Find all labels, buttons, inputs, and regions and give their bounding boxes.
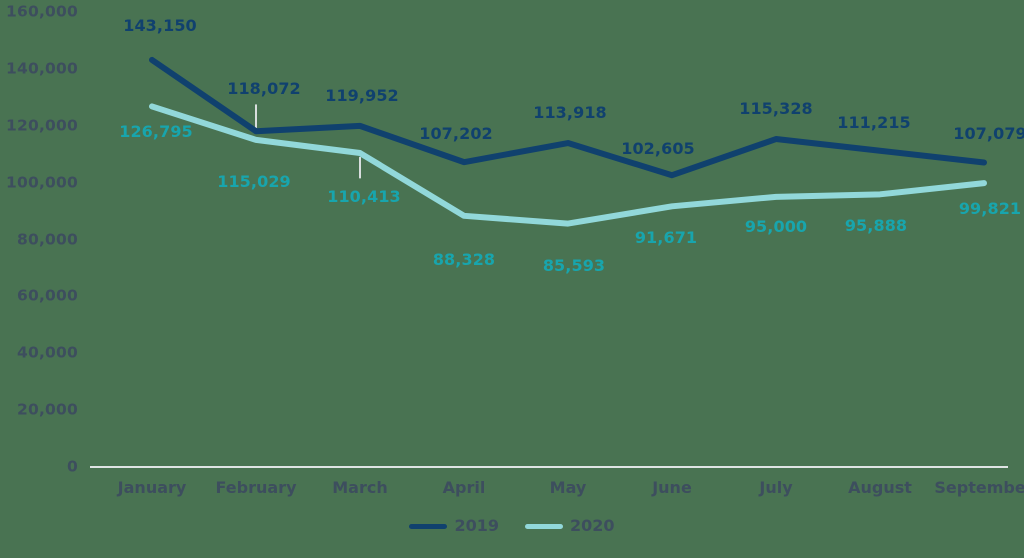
legend-label-2019: 2019 [454,516,499,535]
x-axis: January February March April May June July Augu… [90,478,1024,504]
data-label-2019: 118,072 [227,79,301,99]
x-axis-tick-label: July [759,478,793,497]
y-axis-tick-label: 120,000 [6,116,78,134]
y-axis-tick-label: 60,000 [16,286,78,305]
data-label-2020: 126,795 [119,122,193,142]
x-axis-tick-label: May [549,478,587,497]
legend-swatch-2020 [525,523,563,529]
y-axis-tick-label: 0 [67,457,78,476]
y-axis-tick-label: 140,000 [6,59,78,78]
data-label-2019: 107,079 [953,124,1024,144]
x-axis-tick-label: September [934,478,1024,497]
data-label-2020: 110,413 [327,187,401,206]
series-line-2019 [149,56,987,179]
y-axis-tick-label: 80,000 [16,229,78,248]
x-axis-tick-label: January [117,478,187,497]
y-axis: 160,000 140,000 120,000 100,000 80,000 60,000… [0,0,78,558]
legend-item-2020[interactable]: 2020 [525,518,615,534]
legend-label-2020: 2020 [570,516,615,535]
data-label-2019: 143,150 [123,15,197,35]
y-axis-tick-label: 100,000 [6,172,78,191]
data-label-2020: 95,888 [844,216,908,236]
data-label-2019: 119,952 [325,85,399,105]
y-axis-tick-label: 160,000 [6,2,78,21]
x-axis-tick-label: February [215,478,297,497]
data-label-2020: 99,821 [958,199,1022,219]
y-axis-tick-label: 20,000 [16,400,78,419]
data-label-2020: 95,000 [744,216,808,236]
data-label-2019: 107,202 [419,124,493,144]
data-label-2020: 91,671 [634,228,698,248]
y-axis-tick-label: 40,000 [16,343,78,362]
x-axis-tick-label: April [442,478,486,497]
x-axis-tick-label: August [848,478,912,497]
data-label-2019: 111,215 [837,112,911,132]
legend-swatch-2019 [409,523,448,529]
legend-item-2019[interactable]: 2019 [409,518,499,534]
plot-area [90,12,1008,468]
data-label-2019: 102,605 [621,139,695,159]
x-axis-tick-label: March [332,478,388,497]
plot-svg [90,56,1008,468]
data-label-2019: 113,918 [533,103,607,123]
x-axis-tick-label: June [652,478,692,497]
data-label-2020: 85,593 [542,255,606,275]
data-label-2019: 115,328 [739,99,813,119]
chart-legend: 2019 2020 [0,518,1024,534]
data-label-2020: 88,328 [432,249,496,269]
series-line-2020 [149,103,987,227]
data-label-2020: 115,029 [217,171,291,191]
